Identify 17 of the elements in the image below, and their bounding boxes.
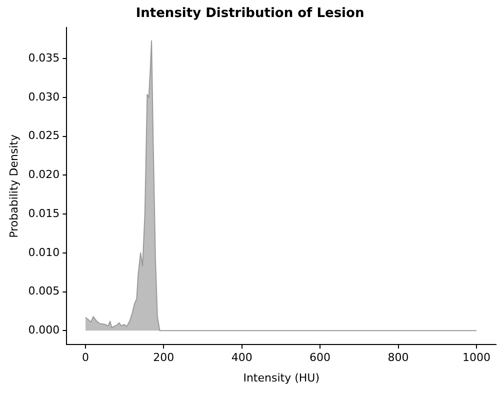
x-tick-label: 0 [82,351,89,364]
y-tick-label: 0.025 [28,129,60,142]
y-tick-label: 0.010 [28,246,60,259]
chart-title: Intensity Distribution of Lesion [136,6,364,22]
x-tick-label: 600 [310,351,331,364]
x-tick-label: 800 [388,351,409,364]
y-tick-label: 0.020 [28,168,60,182]
x-axis-title: Intensity (HU) [243,371,320,384]
y-tick-label: 0.015 [28,206,60,220]
y-tick-label: 0.030 [28,90,60,104]
x-tick-label: 1000 [462,351,490,364]
x-tick-label: 400 [231,351,252,364]
y-tick-label: 0.000 [28,323,60,336]
y-tick-label: 0.005 [28,284,60,298]
y-axis-title: Probability Density [7,134,20,238]
y-tick-label: 0.035 [28,52,60,65]
x-tick-label: 200 [153,351,174,364]
